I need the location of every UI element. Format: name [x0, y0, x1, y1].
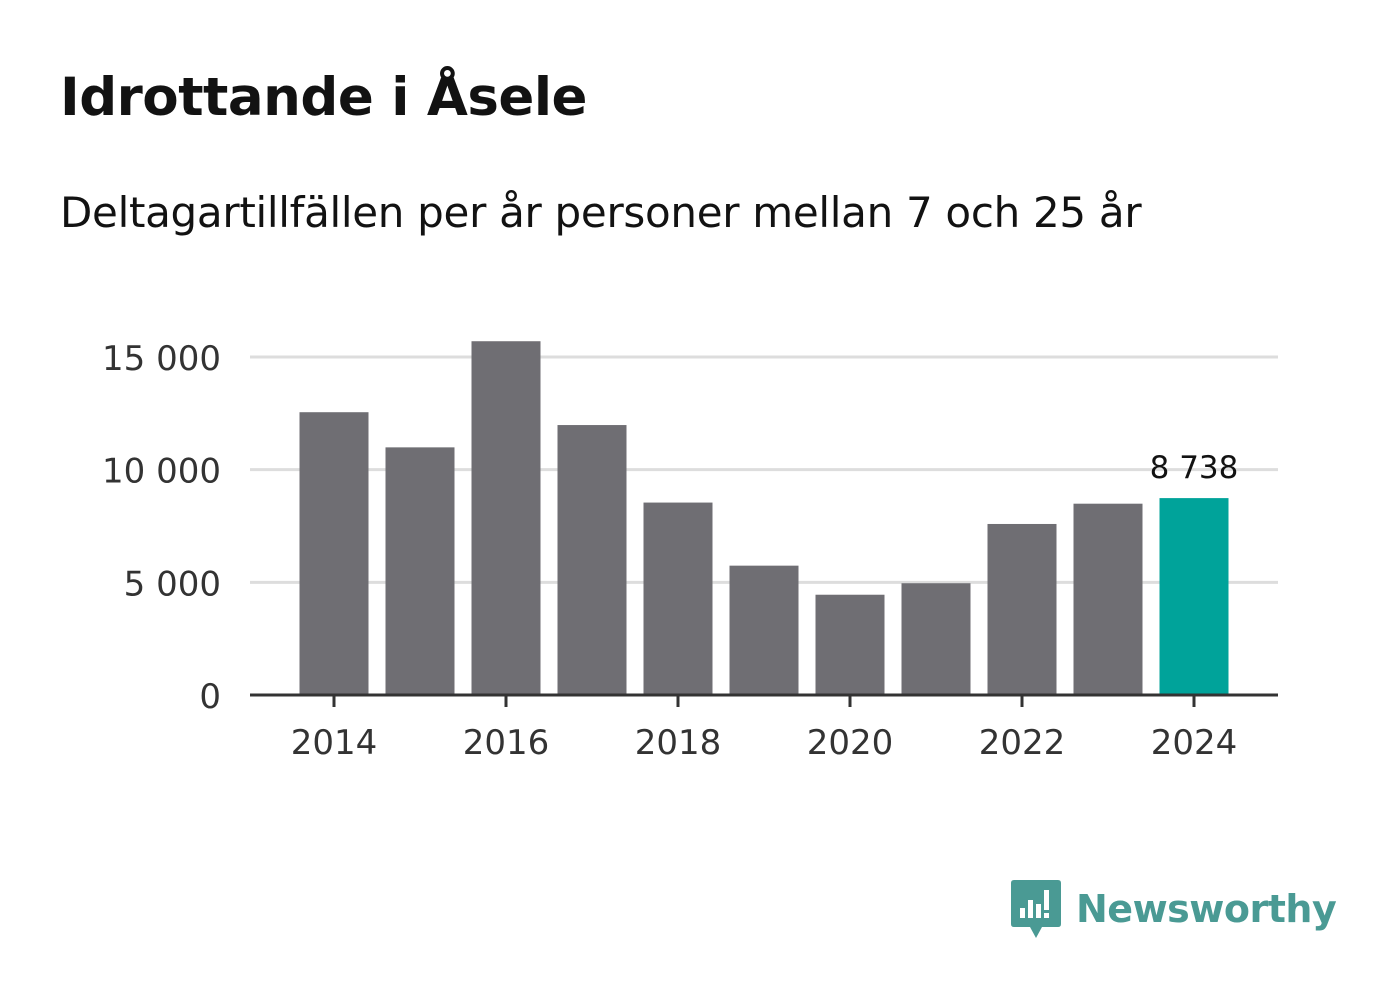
y-tick-label: 10 000 [102, 452, 221, 492]
y-tick-label: 0 [199, 677, 221, 717]
bar-2023 [1073, 503, 1143, 695]
newsworthy-logo-icon [1011, 880, 1061, 938]
x-tick-label: 2016 [463, 723, 550, 763]
x-tick-label: 2014 [291, 723, 378, 763]
bar-2016 [471, 341, 541, 695]
x-tick-label: 2020 [807, 723, 894, 763]
labels: 0 5 000 10 000 15 000 8 738 2014 2016 2018 2020 2… [102, 339, 1238, 763]
y-tick-label: 15 000 [102, 339, 221, 379]
bar-2024 [1159, 498, 1229, 695]
x-tick-label: 2018 [635, 723, 722, 763]
chart-title: Idrottande i Åsele [60, 67, 587, 128]
x-tick-label: 2024 [1151, 723, 1238, 763]
bar-2021 [901, 583, 971, 695]
axes [250, 693, 1278, 707]
bar-2019 [729, 565, 799, 695]
bar-2017 [557, 425, 627, 695]
bar-value-label: 8 738 [1150, 450, 1239, 486]
chart-subtitle: Deltagartillfällen per år personer mella… [60, 188, 1142, 237]
bar-2015 [385, 447, 455, 695]
bars [299, 341, 1229, 695]
bar-2018 [643, 502, 713, 695]
bar-2022 [987, 523, 1057, 695]
bar-2014 [299, 412, 369, 695]
bar-2020 [815, 594, 885, 695]
newsworthy-logo: Newsworthy [1010, 878, 1337, 940]
y-tick-label: 5 000 [124, 564, 221, 604]
brand-name: Newsworthy [1076, 887, 1337, 931]
x-tick-label: 2022 [979, 723, 1066, 763]
